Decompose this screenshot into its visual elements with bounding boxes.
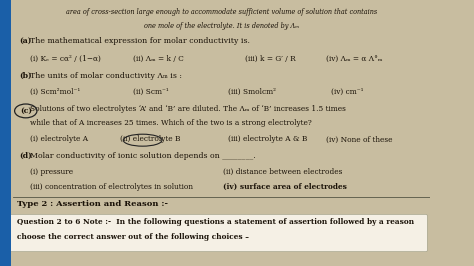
Text: (iii) k = G′ / R: (iii) k = G′ / R [245,55,295,63]
Text: (c): (c) [20,106,32,114]
Text: area of cross-section large enough to accommodate sufficient volume of solution : area of cross-section large enough to ac… [65,8,377,16]
Text: (iii) electrolyte A & B: (iii) electrolyte A & B [228,135,307,143]
Bar [0,0,11,266]
Text: while that of A increases 25 times. Which of the two is a strong electrolyte?: while that of A increases 25 times. Whic… [30,119,312,127]
Text: (ii) distance between electrodes: (ii) distance between electrodes [223,168,343,176]
Text: (i) Scm²mol⁻¹: (i) Scm²mol⁻¹ [30,88,80,96]
Text: (iii) concentration of electrolytes in solution: (iii) concentration of electrolytes in s… [30,183,193,191]
Text: (i) electrolyte A: (i) electrolyte A [30,135,88,143]
Text: (ii) Scm⁻¹: (ii) Scm⁻¹ [133,88,169,96]
Text: (i) pressure: (i) pressure [30,168,73,176]
Text: (a): (a) [19,37,32,45]
Text: (ii) Λₘ = k / C: (ii) Λₘ = k / C [133,55,184,63]
Text: The units of molar conductivity Λₘ is :: The units of molar conductivity Λₘ is : [30,72,182,80]
Text: Type 2 : Assertion and Reason :-: Type 2 : Assertion and Reason :- [17,200,168,208]
Text: (b): (b) [19,72,32,80]
Text: Question 2 to 6 Note :-  In the following questions a statement of assertion fol: Question 2 to 6 Note :- In the following… [17,218,414,226]
FancyBboxPatch shape [9,214,428,252]
Text: (iv) Λₘ = α Λ°ₘ: (iv) Λₘ = α Λ°ₘ [327,55,383,63]
Text: one mole of the electrolyte. It is denoted by Λₘ: one mole of the electrolyte. It is denot… [144,22,299,30]
Text: The mathematical expression for molar conductivity is.: The mathematical expression for molar co… [30,37,250,45]
Text: (iii) Smolcm²: (iii) Smolcm² [228,88,276,96]
Text: (iv) None of these: (iv) None of these [327,135,393,143]
Text: Solutions of two electrolytes ‘A’ and ‘B’ are diluted. The Λₘ of ‘B’ increases 1: Solutions of two electrolytes ‘A’ and ‘B… [30,105,346,113]
Text: (iv) surface area of electrodes: (iv) surface area of electrodes [223,183,347,191]
Text: Molar conductivity of ionic solution depends on ________.: Molar conductivity of ionic solution dep… [30,152,256,160]
Text: (d): (d) [19,152,32,160]
Text: choose the correct answer out of the following choices –: choose the correct answer out of the fol… [17,233,249,241]
Text: (iv) cm⁻¹: (iv) cm⁻¹ [331,88,363,96]
Text: (ii) electrolyte B: (ii) electrolyte B [120,135,181,143]
Text: (i) Kₑ = cα² / (1−α): (i) Kₑ = cα² / (1−α) [30,55,101,63]
